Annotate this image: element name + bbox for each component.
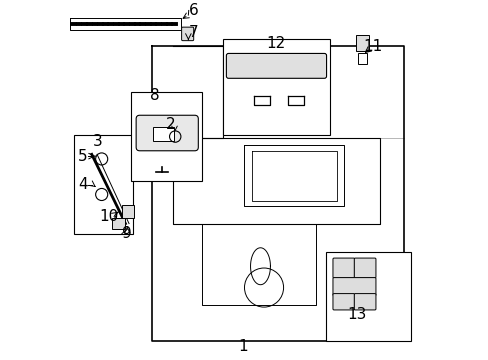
FancyBboxPatch shape xyxy=(353,294,375,310)
FancyBboxPatch shape xyxy=(325,252,410,341)
FancyBboxPatch shape xyxy=(353,258,375,278)
Text: 6: 6 xyxy=(189,3,199,18)
FancyBboxPatch shape xyxy=(332,278,375,296)
FancyBboxPatch shape xyxy=(355,35,368,51)
FancyBboxPatch shape xyxy=(181,27,193,41)
Text: 4: 4 xyxy=(78,177,87,192)
FancyBboxPatch shape xyxy=(122,205,133,218)
Text: 3: 3 xyxy=(93,134,103,149)
Text: 7: 7 xyxy=(189,25,199,40)
FancyBboxPatch shape xyxy=(131,92,202,181)
Text: 12: 12 xyxy=(265,36,285,51)
FancyBboxPatch shape xyxy=(357,53,366,64)
Text: 11: 11 xyxy=(363,39,382,54)
Text: 2: 2 xyxy=(166,117,175,132)
FancyBboxPatch shape xyxy=(226,53,326,78)
FancyBboxPatch shape xyxy=(153,127,174,141)
FancyBboxPatch shape xyxy=(74,135,132,234)
Text: 10: 10 xyxy=(99,209,118,224)
FancyBboxPatch shape xyxy=(136,115,198,151)
Text: 5: 5 xyxy=(78,149,87,163)
FancyBboxPatch shape xyxy=(332,294,354,310)
FancyBboxPatch shape xyxy=(223,39,329,135)
Text: 8: 8 xyxy=(149,87,159,103)
Text: 13: 13 xyxy=(347,307,366,322)
FancyBboxPatch shape xyxy=(112,217,125,229)
Text: 9: 9 xyxy=(122,226,132,241)
Text: 1: 1 xyxy=(238,339,247,354)
FancyBboxPatch shape xyxy=(332,258,354,278)
